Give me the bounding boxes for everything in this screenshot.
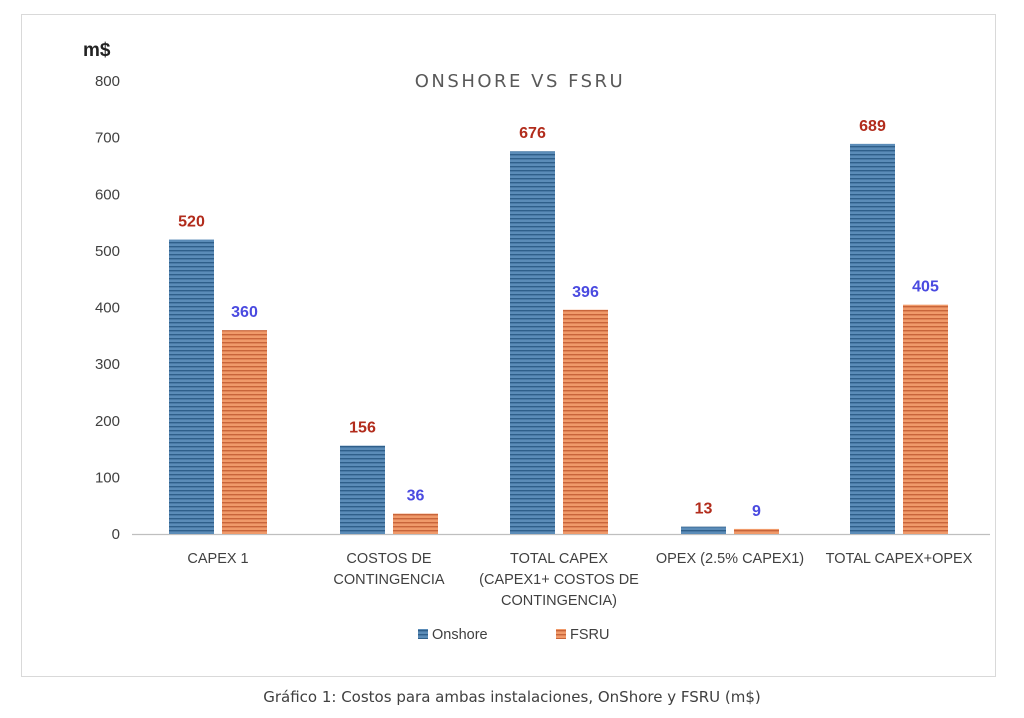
- bar-onshore: [510, 151, 555, 534]
- data-label-fsru: 36: [407, 488, 425, 505]
- data-label-fsru: 396: [572, 284, 599, 301]
- x-tick-label: CONTINGENCIA): [501, 593, 617, 609]
- data-label-onshore: 520: [178, 214, 205, 231]
- legend-swatch-onshore: [418, 629, 428, 639]
- y-tick-label: 200: [95, 413, 120, 430]
- bars: 520 156 676 13 689 360 36 396 9 405: [169, 118, 948, 535]
- data-label-onshore: 689: [859, 118, 886, 135]
- y-axis: 0 100 200 300 400 500 600 700 800: [95, 73, 120, 543]
- data-label-onshore: 156: [349, 420, 376, 437]
- y-tick-label: 800: [95, 73, 120, 90]
- bar-onshore: [850, 143, 895, 534]
- legend-swatch-fsru: [556, 629, 566, 639]
- bar-onshore: [681, 526, 726, 534]
- x-tick-label: TOTAL CAPEX+OPEX: [826, 551, 973, 567]
- y-tick-label: 600: [95, 186, 120, 203]
- x-tick-label: CONTINGENCIA: [333, 572, 445, 588]
- y-axis-label: m$: [83, 40, 111, 61]
- data-label-onshore: 13: [695, 501, 713, 518]
- bar-fsru: [393, 513, 438, 534]
- legend-label-onshore: Onshore: [432, 627, 488, 643]
- bar-onshore: [340, 445, 385, 534]
- bar-fsru: [222, 330, 267, 534]
- x-axis: CAPEX 1 COSTOS DE CONTINGENCIA TOTAL CAPEX (…: [187, 551, 972, 609]
- bar-fsru: [903, 304, 948, 534]
- data-label-onshore: 676: [519, 125, 546, 142]
- y-tick-label: 100: [95, 469, 120, 486]
- y-tick-label: 700: [95, 130, 120, 147]
- y-tick-label: 300: [95, 356, 120, 373]
- chart-title: ONSHORE VS FSRU: [415, 71, 625, 92]
- legend: Onshore FSRU: [418, 627, 609, 643]
- y-tick-label: 400: [95, 300, 120, 317]
- data-label-fsru: 405: [912, 279, 939, 296]
- y-tick-label: 500: [95, 243, 120, 260]
- data-label-fsru: 360: [231, 304, 258, 321]
- data-label-fsru: 9: [752, 503, 761, 520]
- y-tick-label: 0: [112, 526, 120, 543]
- bar-onshore: [169, 239, 214, 535]
- x-tick-label: OPEX (2.5% CAPEX1): [656, 551, 804, 567]
- figure-caption: Gráfico 1: Costos para ambas instalacion…: [263, 688, 761, 706]
- x-tick-label: (CAPEX1+ COSTOS DE: [479, 572, 639, 588]
- x-tick-label: TOTAL CAPEX: [510, 551, 608, 567]
- x-tick-label: COSTOS DE: [346, 551, 431, 567]
- x-tick-label: CAPEX 1: [187, 551, 248, 567]
- bar-fsru: [563, 309, 608, 534]
- bar-fsru: [734, 528, 779, 534]
- legend-label-fsru: FSRU: [570, 627, 609, 643]
